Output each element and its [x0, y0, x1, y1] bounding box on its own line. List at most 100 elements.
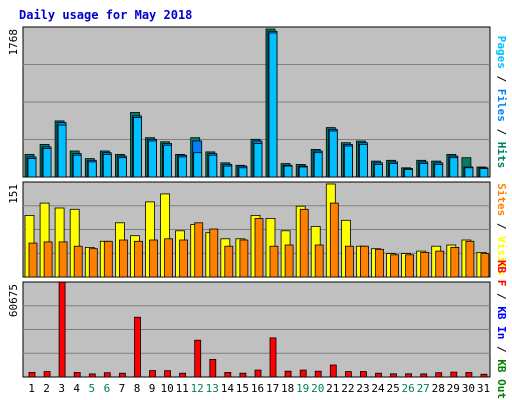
- legend-entry: Hits: [495, 142, 508, 169]
- bar-sites-day-31: [480, 253, 490, 278]
- bar-sites-day-4: [73, 245, 83, 278]
- bar-sites-day-20: [314, 244, 324, 278]
- bar-pages-day-22: [343, 145, 353, 178]
- bar-pages-day-13: [208, 154, 218, 178]
- x-tick-label: 23: [356, 382, 369, 395]
- bar-kbf-day-19: [299, 369, 307, 378]
- x-tick-label: 2: [43, 382, 50, 395]
- bar-kbf-day-16: [254, 369, 262, 378]
- bar-kbf-day-20: [314, 370, 322, 378]
- bar-pages-day-30: [464, 167, 474, 178]
- bar-kbf-day-13: [209, 358, 217, 378]
- x-tick-label: 7: [119, 382, 126, 395]
- bar-pages-day-29: [449, 157, 459, 178]
- legend-entry: KB F: [495, 260, 508, 287]
- bar-pages-day-18: [283, 165, 293, 178]
- panel-top-bars: [24, 28, 489, 178]
- bar-pages-day-27: [419, 163, 429, 178]
- bar-pages-day-4: [72, 154, 82, 178]
- bar-kbf-day-27: [420, 373, 428, 378]
- x-tick-label: 5: [88, 382, 95, 395]
- x-tick-label: 15: [236, 382, 249, 395]
- bar-sites-day-27: [420, 251, 430, 278]
- bar-sites-day-3: [58, 241, 68, 278]
- bar-pages-day-28: [434, 163, 444, 178]
- bar-sites-day-28: [435, 250, 445, 278]
- bar-kbf-day-31: [480, 373, 488, 378]
- bar-pages-day-19: [298, 166, 308, 178]
- x-tick-label: 31: [477, 382, 490, 395]
- bar-kbf-day-25: [390, 373, 397, 378]
- bar-sites-day-21: [329, 202, 339, 278]
- bar-pages-day-7: [118, 157, 127, 178]
- bar-pages-day-11: [178, 156, 188, 178]
- bar-sites-day-9: [149, 239, 158, 278]
- bar-pages-day-8: [133, 117, 142, 178]
- x-tick-label: 12: [191, 382, 204, 395]
- panel-top: 1768 Pages / Files / Hits: [7, 26, 508, 178]
- bar-sites-day-11: [179, 239, 189, 278]
- bar-kbf-day-17: [269, 337, 277, 378]
- bar-pages-day-10: [163, 144, 173, 178]
- bar-sites-day-22: [344, 245, 354, 278]
- x-tick-label: 28: [432, 382, 445, 395]
- bar-kbf-day-23: [359, 371, 367, 378]
- bar-sites-day-5: [88, 248, 98, 278]
- panel-bottom-gridlines: [23, 305, 490, 354]
- x-tick-label: 8: [134, 382, 141, 395]
- x-tick-label: 22: [341, 382, 354, 395]
- x-tick-label: 4: [73, 382, 80, 395]
- bar-pages-day-26: [404, 169, 414, 178]
- bar-pages-day-24: [374, 163, 383, 178]
- bar-kbf-day-4: [73, 371, 81, 378]
- bar-sites-day-24: [375, 248, 384, 278]
- bar-sites-day-15: [239, 239, 249, 278]
- legend-entry: Visits: [495, 236, 508, 276]
- bar-pages-day-16: [253, 143, 263, 178]
- x-tick-label: 19: [296, 382, 309, 395]
- bar-sites-day-26: [405, 254, 415, 278]
- bar-sites-day-8: [134, 240, 143, 278]
- chart-title: Daily usage for May 2018: [19, 8, 192, 22]
- bar-sites-day-30: [465, 240, 475, 278]
- panel-top-ymax-label: 1768: [7, 29, 20, 56]
- bar-pages-day-17: [268, 32, 278, 178]
- legend-entry: KB In: [495, 306, 508, 339]
- bar-pages-day-21: [328, 130, 338, 178]
- legend-entry: /: [495, 122, 508, 142]
- bar-sites-day-29: [450, 246, 460, 278]
- x-tick-label: 21: [326, 382, 339, 395]
- bar-pages-day-6: [102, 153, 112, 178]
- bar-pages-day-2: [42, 148, 52, 178]
- bar-kbf-day-12: [194, 339, 202, 378]
- legend-entry: /: [495, 339, 508, 359]
- panel-bottom-ymax-label: 60675: [7, 284, 20, 317]
- bar-kbf-day-15: [239, 372, 247, 378]
- x-tick-label: 10: [160, 382, 173, 395]
- bar-pages-day-1: [27, 158, 37, 178]
- bar-sites-day-7: [119, 239, 128, 278]
- bar-kbf-day-26: [405, 373, 413, 378]
- x-tick-label: 24: [371, 382, 385, 395]
- bar-kbf-day-29: [450, 371, 458, 378]
- bar-kbf-day-3: [58, 281, 66, 378]
- x-tick-label: 3: [58, 382, 65, 395]
- legend-entry: /: [495, 69, 508, 89]
- bar-sites-day-17: [269, 245, 279, 278]
- bar-sites-day-19: [299, 208, 309, 278]
- x-tick-label: 9: [149, 382, 156, 395]
- bar-kbf-day-8: [134, 316, 141, 378]
- bar-kbf-day-5: [88, 373, 96, 378]
- bar-kbf-day-11: [179, 372, 187, 378]
- legend-entry: KB Out: [495, 359, 508, 399]
- x-tick-label: 14: [221, 382, 235, 395]
- bar-sites-day-12: [194, 222, 204, 278]
- x-tick-label: 11: [176, 382, 189, 395]
- x-tick-label: 29: [447, 382, 460, 395]
- bar-kbf-day-1: [28, 371, 36, 378]
- bar-sites-day-13: [209, 228, 219, 278]
- x-tick-label: 27: [417, 382, 430, 395]
- bar-kbf-day-7: [119, 372, 126, 378]
